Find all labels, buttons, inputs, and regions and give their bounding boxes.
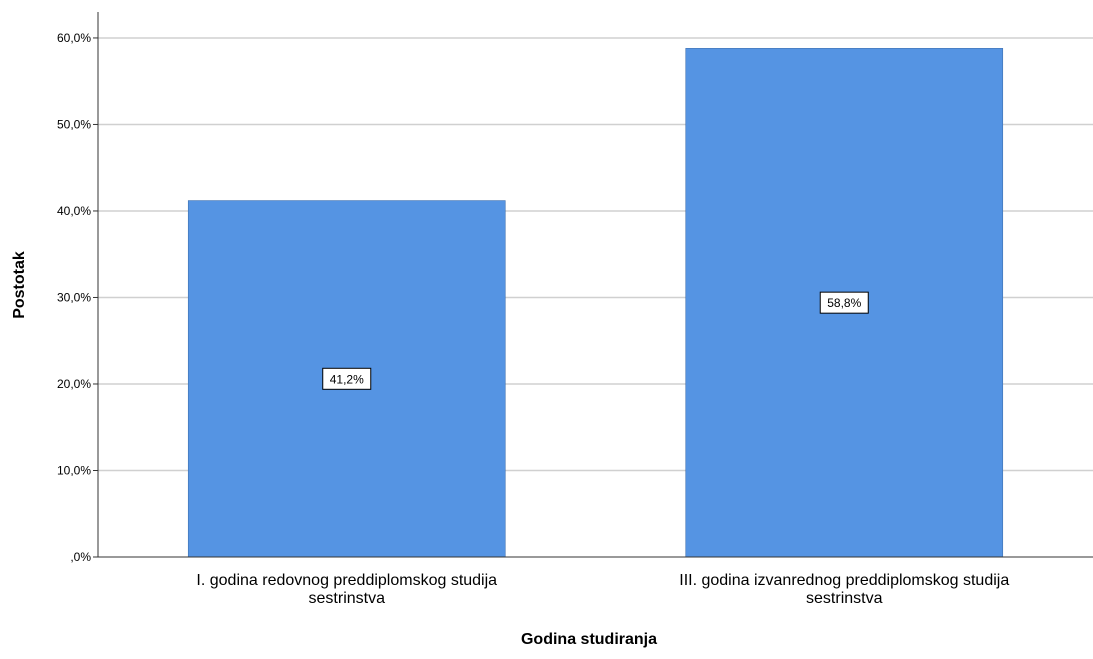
y-tick-labels: ,0% 10,0% 20,0% 30,0% 40,0% 50,0% 60,0%: [57, 31, 91, 564]
y-tick-label: 20,0%: [57, 377, 91, 391]
data-label: 58,8%: [827, 296, 861, 310]
y-tick-label: 30,0%: [57, 290, 91, 304]
data-label: 41,2%: [330, 372, 364, 386]
x-axis-title: Godina studiranja: [521, 631, 657, 648]
y-tick-label: 60,0%: [57, 31, 91, 45]
x-category-label: III. godina izvanrednog preddiplomskog s…: [679, 572, 1009, 589]
x-category-label: sestrinstva: [806, 590, 883, 607]
y-axis-title: Postotak: [11, 251, 28, 319]
x-category-labels: I. godina redovnog preddiplomskog studij…: [196, 572, 1009, 607]
y-tick-label: 50,0%: [57, 117, 91, 131]
x-category-label: I. godina redovnog preddiplomskog studij…: [196, 572, 497, 589]
y-tick-label: 40,0%: [57, 204, 91, 218]
y-tick-label: 10,0%: [57, 463, 91, 477]
data-labels: 41,2% 58,8%: [322, 291, 869, 390]
data-label-box: [819, 291, 869, 314]
axes: [97, 12, 1093, 558]
data-label-box: [322, 367, 372, 390]
x-category-label: sestrinstva: [309, 590, 386, 607]
y-tick-label: ,0%: [70, 550, 91, 564]
